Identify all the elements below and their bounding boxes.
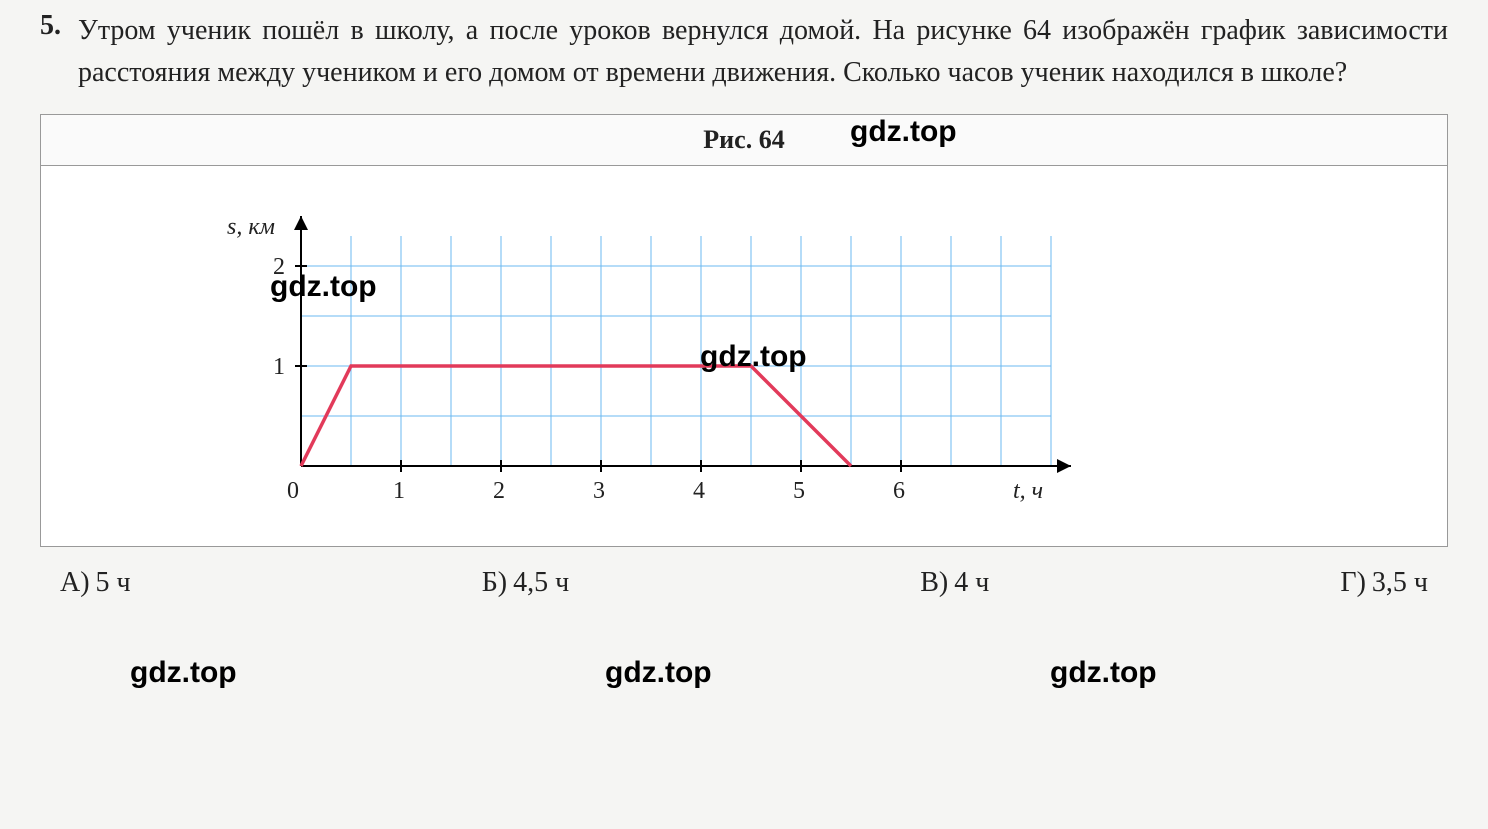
problem-text: Утром ученик пошёл в школу, а после урок… xyxy=(78,10,1448,94)
answer-value: 4,5 ч xyxy=(513,567,569,599)
answers-row: А) 5 ч Б) 4,5 ч В) 4 ч Г) 3,5 ч xyxy=(40,567,1448,599)
svg-text:3: 3 xyxy=(593,478,605,504)
answer-option-d: Г) 3,5 ч xyxy=(1340,567,1428,599)
answer-value: 3,5 ч xyxy=(1372,567,1428,599)
answer-option-a: А) 5 ч xyxy=(60,567,131,599)
svg-text:t, ч: t, ч xyxy=(1013,478,1043,504)
svg-text:0: 0 xyxy=(287,478,299,504)
svg-text:s, км: s, км xyxy=(227,214,275,240)
svg-text:2: 2 xyxy=(493,478,505,504)
answer-option-b: Б) 4,5 ч xyxy=(482,567,570,599)
svg-text:6: 6 xyxy=(893,478,905,504)
answer-letter: Б) xyxy=(482,567,507,599)
answer-letter: В) xyxy=(920,567,948,599)
answer-value: 5 ч xyxy=(96,567,131,599)
svg-text:1: 1 xyxy=(273,354,285,380)
watermark: gdz.top xyxy=(130,656,237,690)
answer-letter: Г) xyxy=(1340,567,1366,599)
figure-container: Рис. 64 0 1 2 3 4 5 6 1 2 s, км t, ч xyxy=(40,114,1448,547)
problem-number: 5. xyxy=(40,10,70,42)
watermark: gdz.top xyxy=(1050,656,1157,690)
answer-letter: А) xyxy=(60,567,90,599)
problem-block: 5. Утром ученик пошёл в школу, а после у… xyxy=(40,10,1448,94)
figure-title: Рис. 64 xyxy=(41,115,1447,166)
svg-text:4: 4 xyxy=(693,478,705,504)
svg-text:2: 2 xyxy=(273,254,285,280)
answer-value: 4 ч xyxy=(954,567,989,599)
svg-text:1: 1 xyxy=(393,478,405,504)
answer-option-c: В) 4 ч xyxy=(920,567,989,599)
watermark: gdz.top xyxy=(605,656,712,690)
figure-body: 0 1 2 3 4 5 6 1 2 s, км t, ч xyxy=(41,166,1447,546)
distance-time-chart: 0 1 2 3 4 5 6 1 2 s, км t, ч xyxy=(221,186,1271,526)
svg-text:5: 5 xyxy=(793,478,805,504)
